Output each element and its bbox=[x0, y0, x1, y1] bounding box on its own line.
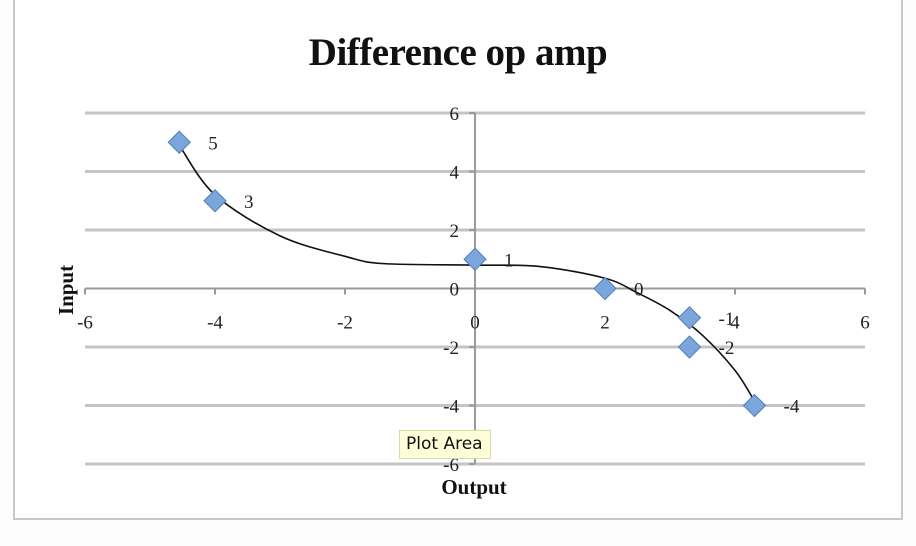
data-point-diamond-icon[interactable] bbox=[677, 306, 702, 330]
y-tick-label: -4 bbox=[443, 397, 459, 418]
x-tick-label: -4 bbox=[207, 313, 223, 334]
data-point-diamond-icon[interactable] bbox=[677, 335, 702, 359]
data-label[interactable]: -4 bbox=[784, 397, 800, 418]
data-label[interactable]: -1 bbox=[719, 309, 735, 330]
y-axis-title[interactable]: Input bbox=[54, 265, 78, 315]
chart-title[interactable]: Difference op amp bbox=[308, 31, 608, 74]
data-label[interactable]: 3 bbox=[244, 192, 254, 213]
x-tick-label: -2 bbox=[337, 313, 353, 334]
y-tick-label: 0 bbox=[450, 280, 460, 301]
data-label[interactable]: 5 bbox=[208, 133, 218, 154]
trendline[interactable] bbox=[178, 144, 756, 402]
y-tick-label: -6 bbox=[443, 455, 459, 476]
data-point-diamond-icon[interactable] bbox=[463, 247, 487, 271]
x-tick-label: 4 bbox=[730, 313, 740, 334]
data-point-diamond-icon[interactable] bbox=[203, 189, 227, 213]
plot-area-tooltip: Plot Area bbox=[399, 430, 491, 459]
data-point-diamond-icon[interactable] bbox=[167, 130, 191, 154]
x-tick-label: -6 bbox=[77, 313, 93, 334]
data-label[interactable]: 0 bbox=[634, 280, 644, 301]
y-tick-label: 2 bbox=[450, 221, 460, 242]
x-tick-label: 0 bbox=[470, 313, 480, 334]
data-point-diamond-icon[interactable] bbox=[742, 393, 767, 418]
data-label[interactable]: 1 bbox=[504, 250, 514, 271]
y-tick-label: 6 bbox=[450, 104, 460, 125]
y-tick-label: 4 bbox=[450, 163, 460, 184]
x-axis-title[interactable]: Output bbox=[441, 475, 506, 499]
x-tick-label: 2 bbox=[600, 313, 610, 334]
data-label[interactable]: -2 bbox=[719, 338, 735, 359]
x-tick-label: 6 bbox=[860, 313, 870, 334]
data-point-diamond-icon[interactable] bbox=[593, 276, 617, 301]
y-tick-label: -2 bbox=[443, 338, 459, 359]
